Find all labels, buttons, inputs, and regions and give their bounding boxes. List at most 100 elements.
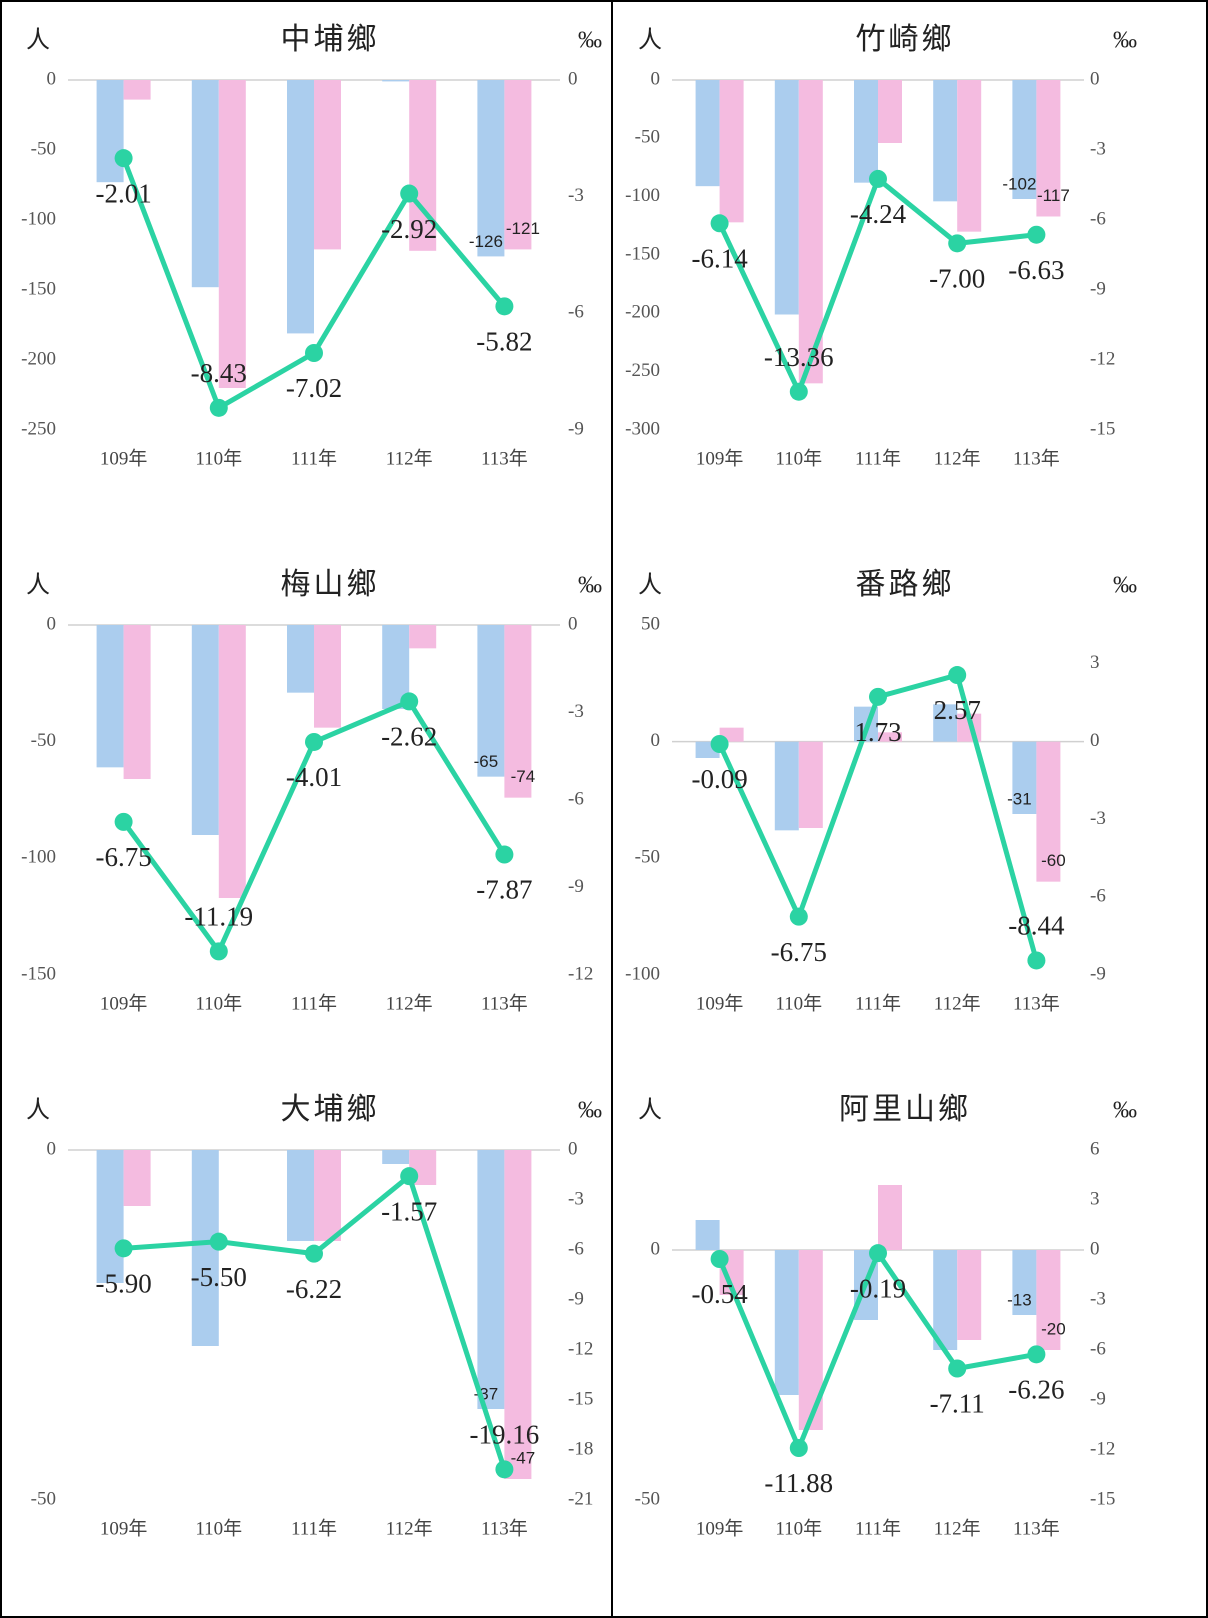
- line-marker: [948, 234, 967, 253]
- y-tick-label: 0: [651, 68, 661, 89]
- line-value-label: -0.19: [850, 1273, 906, 1303]
- line-value-label: -7.02: [286, 373, 342, 403]
- bar: [695, 1220, 720, 1250]
- bar: [854, 80, 878, 183]
- x-tick-label: 112年: [934, 1517, 981, 1539]
- bar: [798, 741, 823, 828]
- bar: [1036, 80, 1061, 217]
- x-tick-label: 111年: [855, 992, 901, 1014]
- x-tick-label: 110年: [775, 447, 822, 469]
- x-tick-label: 110年: [775, 1517, 822, 1539]
- line-value-label: -6.75: [771, 937, 827, 967]
- bar: [191, 80, 219, 288]
- line-value-label: -7.11: [930, 1389, 985, 1419]
- line-marker: [869, 169, 887, 188]
- y2-tick-label: -18: [568, 1438, 593, 1459]
- bar: [1012, 741, 1037, 814]
- y2-axis-unit: ‰: [578, 573, 602, 599]
- y2-tick-label: -6: [1090, 886, 1106, 907]
- y-tick-label: -250: [625, 360, 660, 381]
- line-value-label: -5.90: [95, 1269, 151, 1299]
- y-tick-label: -50: [31, 138, 56, 159]
- line-marker: [789, 1439, 808, 1457]
- bar: [957, 1250, 982, 1340]
- y2-tick-label: -15: [568, 1388, 593, 1409]
- x-tick-label: 113年: [481, 1517, 528, 1539]
- line-marker: [710, 1250, 729, 1268]
- line-marker: [1027, 951, 1046, 970]
- y2-tick-label: 0: [1090, 1238, 1100, 1259]
- bar: [96, 625, 124, 768]
- x-tick-label: 111年: [291, 1517, 337, 1539]
- bar: [477, 625, 505, 777]
- chart-title: 番路鄉: [856, 568, 955, 601]
- bar: [314, 625, 341, 728]
- bar-value-label: -126: [469, 232, 503, 251]
- line-marker: [948, 1359, 967, 1378]
- x-tick-label: 109年: [100, 447, 148, 469]
- bar: [1036, 1250, 1061, 1350]
- y2-tick-label: -6: [568, 1238, 584, 1259]
- y-tick-label: -250: [21, 418, 56, 439]
- bar: [933, 80, 958, 202]
- y2-tick-label: -15: [1090, 1488, 1115, 1509]
- line-value-label: -8.43: [191, 358, 247, 388]
- y2-axis-unit: ‰: [1113, 28, 1137, 54]
- x-tick-label: 113年: [1013, 992, 1060, 1014]
- x-tick-label: 111年: [855, 1517, 901, 1539]
- bar: [123, 80, 151, 100]
- line-value-label: -7.00: [929, 264, 985, 294]
- line-value-label: -4.01: [286, 762, 342, 792]
- y-tick-label: -200: [625, 302, 660, 323]
- x-tick-label: 110年: [195, 992, 242, 1014]
- y-tick-label: -100: [625, 963, 660, 984]
- y2-tick-label: -3: [1090, 1288, 1106, 1309]
- y2-axis-unit: ‰: [1113, 573, 1137, 599]
- y2-tick-label: -3: [568, 185, 584, 206]
- line-marker: [305, 1244, 323, 1263]
- x-tick-label: 109年: [100, 992, 148, 1014]
- x-tick-label: 110年: [775, 992, 822, 1014]
- bar-value-label: -60: [1041, 851, 1066, 870]
- bar: [933, 1250, 958, 1350]
- chart-title: 梅山鄉: [281, 568, 380, 601]
- bar: [477, 80, 505, 257]
- line-marker: [114, 812, 133, 831]
- y-tick-label: -200: [21, 348, 56, 369]
- x-tick-label: 111年: [291, 447, 337, 469]
- bar: [504, 1150, 532, 1479]
- x-tick-label: 112年: [386, 1517, 433, 1539]
- y-tick-label: -100: [625, 185, 660, 206]
- bar-value-label: -74: [511, 767, 536, 786]
- y-axis-unit: 人: [26, 573, 50, 599]
- bar: [123, 1150, 151, 1206]
- bar-value-label: -20: [1041, 1319, 1066, 1338]
- y2-tick-label: -15: [1090, 418, 1115, 439]
- line-marker: [710, 214, 729, 233]
- y-tick-label: 0: [47, 68, 57, 89]
- bar: [382, 80, 410, 82]
- y-tick-label: -50: [635, 127, 660, 148]
- y-tick-label: 50: [641, 613, 660, 634]
- bar: [957, 80, 982, 232]
- line-marker: [495, 1460, 514, 1479]
- line-value-label: 1.73: [854, 717, 901, 747]
- x-tick-label: 113年: [1013, 1517, 1060, 1539]
- line-value-label: -0.54: [691, 1279, 748, 1309]
- y2-tick-label: -9: [1090, 963, 1106, 984]
- line-value-label: -5.82: [476, 327, 532, 357]
- bar: [123, 625, 151, 779]
- bar: [695, 80, 720, 187]
- y-tick-label: -50: [635, 1488, 660, 1509]
- y2-tick-label: -12: [568, 963, 593, 984]
- line-marker: [114, 149, 133, 168]
- line-value-label: -11.19: [184, 902, 253, 932]
- x-tick-label: 109年: [100, 1517, 148, 1539]
- bar: [878, 1185, 902, 1250]
- y-tick-label: -300: [625, 418, 660, 439]
- line-marker: [400, 692, 419, 711]
- bar: [504, 625, 532, 798]
- bar: [96, 1150, 124, 1283]
- x-tick-label: 111年: [291, 992, 337, 1014]
